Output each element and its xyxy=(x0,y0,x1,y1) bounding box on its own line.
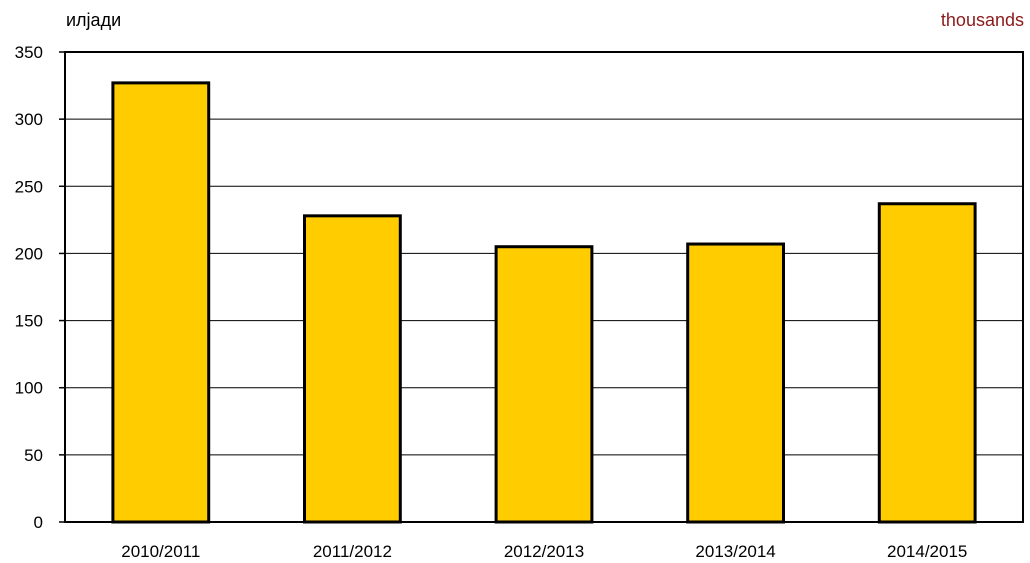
y-tick-label: 50 xyxy=(24,446,43,465)
unit-label-right: thousands xyxy=(940,10,1024,30)
bar xyxy=(303,214,402,524)
plot-border xyxy=(64,51,1024,523)
y-tick-label: 350 xyxy=(15,43,43,62)
x-tick-label: 2013/2014 xyxy=(695,542,775,561)
x-tick-label: 2011/2012 xyxy=(313,542,392,561)
x-tick-label: 2012/2013 xyxy=(504,542,584,561)
y-tick-label: 200 xyxy=(15,244,43,263)
bar xyxy=(877,202,977,524)
y-axis-ticks: 0 50 100 150 200 250 300 350 xyxy=(15,43,65,532)
y-tick-label: 250 xyxy=(15,177,43,196)
bar xyxy=(686,242,786,524)
y-tick-label: 0 xyxy=(34,513,43,532)
unit-label-left: илјади xyxy=(66,10,122,30)
x-tick-label: 2014/2015 xyxy=(887,542,967,561)
x-tick-label: 2010/2011 xyxy=(121,542,200,561)
bars xyxy=(111,81,977,524)
y-tick-label: 150 xyxy=(15,312,43,331)
plot-frame xyxy=(64,51,1024,523)
y-tick-label: 100 xyxy=(15,379,43,398)
bar xyxy=(494,245,594,524)
bar xyxy=(111,81,211,524)
x-axis-ticks: 2010/2011 2011/2012 2012/2013 2013/2014 2014… xyxy=(121,542,967,561)
y-tick-label: 300 xyxy=(15,110,43,129)
